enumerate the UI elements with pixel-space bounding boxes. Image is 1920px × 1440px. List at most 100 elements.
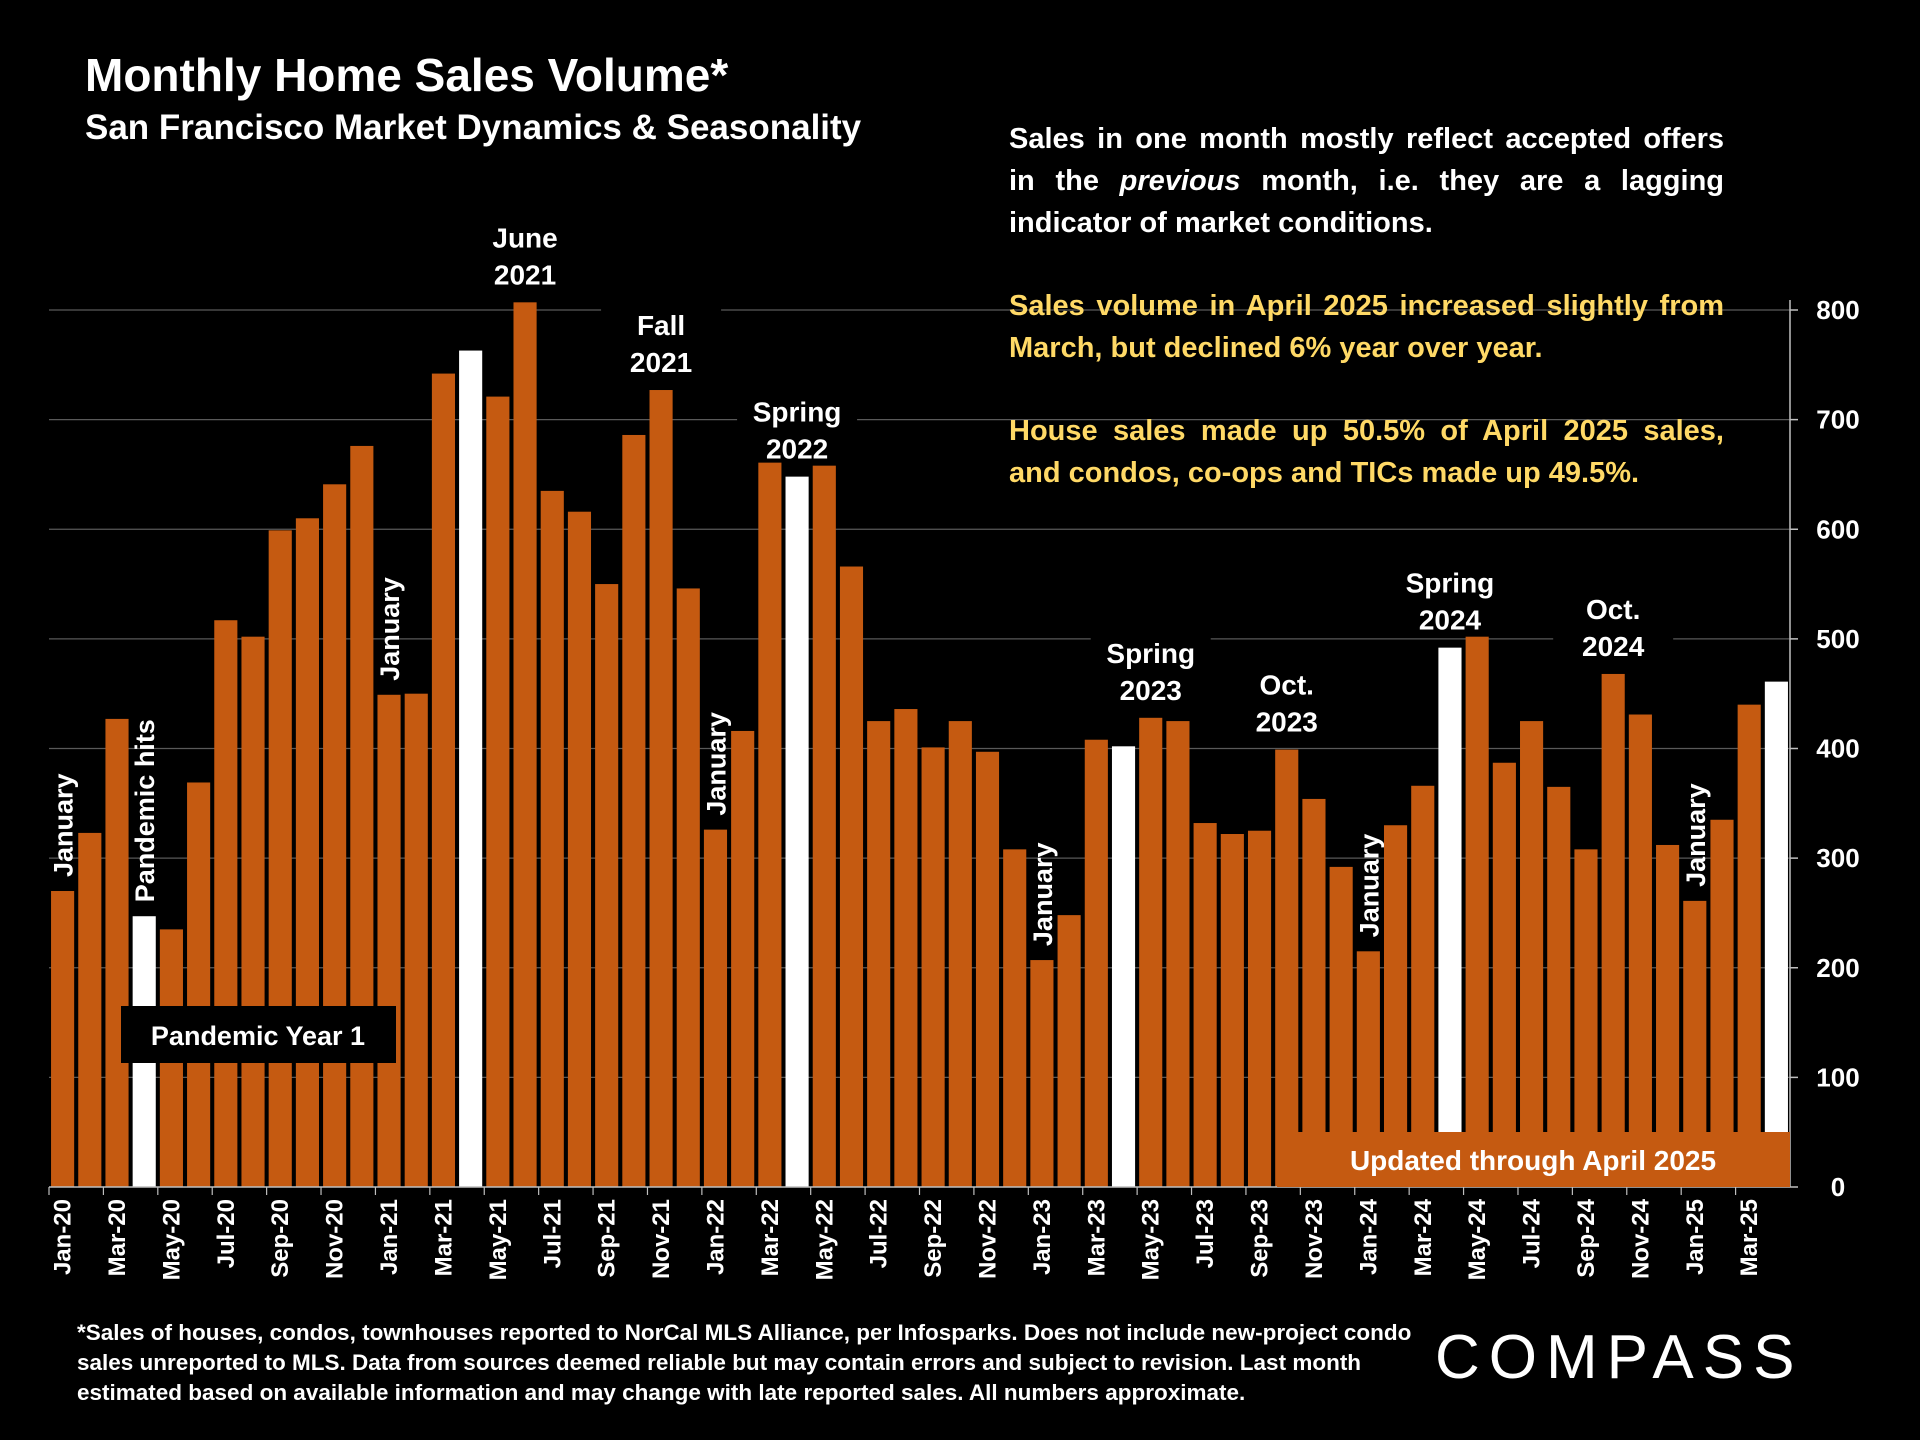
annotation-label: January — [1354, 834, 1384, 938]
x-tick-label: Sep-20 — [267, 1199, 294, 1278]
bar-Oct-20 — [295, 518, 319, 1187]
bar-Nov-23 — [1302, 798, 1326, 1187]
bar-Sep-20 — [268, 530, 292, 1187]
x-tick-label: May-24 — [1464, 1198, 1491, 1280]
bar-Dec-24 — [1656, 844, 1680, 1187]
annotation-background — [1389, 553, 1510, 634]
bar-Mar-25 — [1737, 704, 1761, 1187]
bar-Aug-22 — [894, 709, 918, 1187]
note-lagging: Sales in one month mostly reflect accept… — [1009, 123, 1725, 239]
x-tick-label: Jul-24 — [1519, 1198, 1546, 1268]
bar-Apr-22 — [785, 476, 809, 1187]
bar-Jun-21 — [513, 302, 537, 1187]
bar-Jul-23 — [1193, 823, 1217, 1187]
bar-Mar-21 — [431, 373, 456, 1187]
bar-Feb-20 — [78, 832, 102, 1187]
bar-Aug-23 — [1220, 834, 1244, 1187]
y-tick-label: 0 — [1831, 1172, 1845, 1202]
annotation-label: January — [1681, 783, 1711, 887]
x-tick-label: Jan-20 — [50, 1199, 77, 1275]
bar-May-24 — [1465, 636, 1489, 1187]
bar-Apr-21 — [459, 350, 483, 1187]
bar-Dec-21 — [676, 588, 700, 1187]
y-tick-label: 100 — [1816, 1062, 1859, 1092]
x-tick-label: May-22 — [811, 1199, 838, 1280]
compass-logo: COMPASS — [1435, 1323, 1804, 1392]
annotation-label: Oct. — [1586, 594, 1640, 625]
x-tick-label: May-23 — [1138, 1199, 1165, 1280]
annotation-label: Spring — [1406, 568, 1495, 599]
annotation-label: 2021 — [494, 259, 556, 290]
bar-Jun-23 — [1166, 721, 1190, 1187]
x-tick-label: Jul-22 — [866, 1199, 893, 1268]
x-tick-label: Jul-20 — [213, 1199, 240, 1268]
bar-Apr-24 — [1438, 647, 1462, 1187]
footnote: *Sales of houses, condos, townhouses rep… — [77, 1320, 1412, 1405]
annotation-label: 2022 — [766, 434, 828, 465]
y-tick-label: 500 — [1816, 624, 1859, 654]
x-tick-label: Jul-21 — [539, 1199, 566, 1268]
bar-Dec-22 — [1003, 849, 1027, 1187]
x-tick-label: Sep-24 — [1573, 1198, 1600, 1277]
annotation-label: January — [1028, 843, 1058, 947]
x-tick-label: Sep-21 — [594, 1199, 621, 1278]
bar-May-22 — [812, 465, 836, 1188]
bar-Feb-25 — [1710, 819, 1734, 1187]
x-tick-label: Jan-25 — [1682, 1199, 1709, 1275]
bar-Jan-22 — [703, 829, 728, 1187]
bar-Jan-21 — [377, 694, 401, 1187]
pandemic-year-box — [121, 1006, 396, 1063]
x-tick-label: Mar-25 — [1736, 1199, 1763, 1276]
y-tick-label: 300 — [1816, 843, 1859, 873]
bar-Mar-20 — [105, 718, 129, 1187]
annotation-label: January — [701, 712, 731, 816]
x-tick-label: Mar-23 — [1083, 1199, 1110, 1276]
bar-Nov-20 — [323, 484, 347, 1188]
chart-title: Monthly Home Sales Volume* — [85, 49, 729, 101]
x-tick-label: Nov-20 — [322, 1199, 349, 1279]
bar-Sep-23 — [1247, 830, 1272, 1187]
bar-Aug-21 — [567, 511, 592, 1188]
x-tick-label: Jul-23 — [1192, 1199, 1219, 1268]
annotation-label: June — [492, 222, 557, 253]
annotation-background — [1553, 579, 1674, 660]
bar-Jan-25 — [1683, 900, 1707, 1187]
x-tick-label: Jan-22 — [702, 1199, 729, 1275]
pandemic-year-label: Pandemic Year 1 — [151, 1021, 365, 1051]
y-tick-label: 200 — [1816, 953, 1859, 983]
note-volume: Sales volume in April 2025 increased sli… — [1009, 290, 1724, 364]
bar-Sep-24 — [1574, 849, 1598, 1187]
annotation-label: Oct. — [1260, 670, 1314, 701]
bar-Mar-22 — [758, 462, 782, 1187]
bar-Mar-24 — [1411, 785, 1435, 1187]
bar-Oct-21 — [622, 434, 646, 1187]
bar-Jun-20 — [187, 782, 211, 1187]
bar-Nov-22 — [975, 751, 1000, 1187]
x-tick-label: May-20 — [158, 1199, 185, 1280]
bar-Feb-22 — [731, 730, 755, 1187]
bar-Jul-21 — [540, 490, 564, 1188]
annotation-background — [1090, 623, 1211, 704]
bar-Aug-20 — [241, 636, 265, 1187]
bar-Apr-23 — [1111, 746, 1136, 1187]
bar-May-21 — [486, 396, 510, 1187]
x-tick-label: Jan-21 — [376, 1199, 403, 1275]
y-tick-label: 400 — [1816, 734, 1859, 764]
bar-Feb-23 — [1057, 915, 1081, 1187]
bar-Jul-24 — [1520, 721, 1544, 1187]
bar-Oct-22 — [948, 721, 972, 1187]
bar-Jun-22 — [839, 566, 864, 1187]
updated-box — [1277, 1132, 1790, 1187]
bar-Jul-20 — [214, 620, 238, 1187]
commentary: Sales in one month mostly reflect accept… — [1009, 118, 1724, 535]
annotation-label: Spring — [753, 397, 842, 428]
annotation-label: 2023 — [1120, 675, 1182, 706]
x-tick-label: Sep-23 — [1247, 1199, 1274, 1278]
bar-May-23 — [1139, 717, 1163, 1187]
x-tick-label: Nov-22 — [975, 1199, 1002, 1279]
y-tick-label: 800 — [1816, 295, 1859, 325]
bar-Sep-21 — [595, 584, 619, 1187]
bar-Oct-24 — [1601, 673, 1625, 1187]
bar-Aug-24 — [1547, 786, 1571, 1187]
x-tick-label: Nov-23 — [1301, 1199, 1328, 1279]
